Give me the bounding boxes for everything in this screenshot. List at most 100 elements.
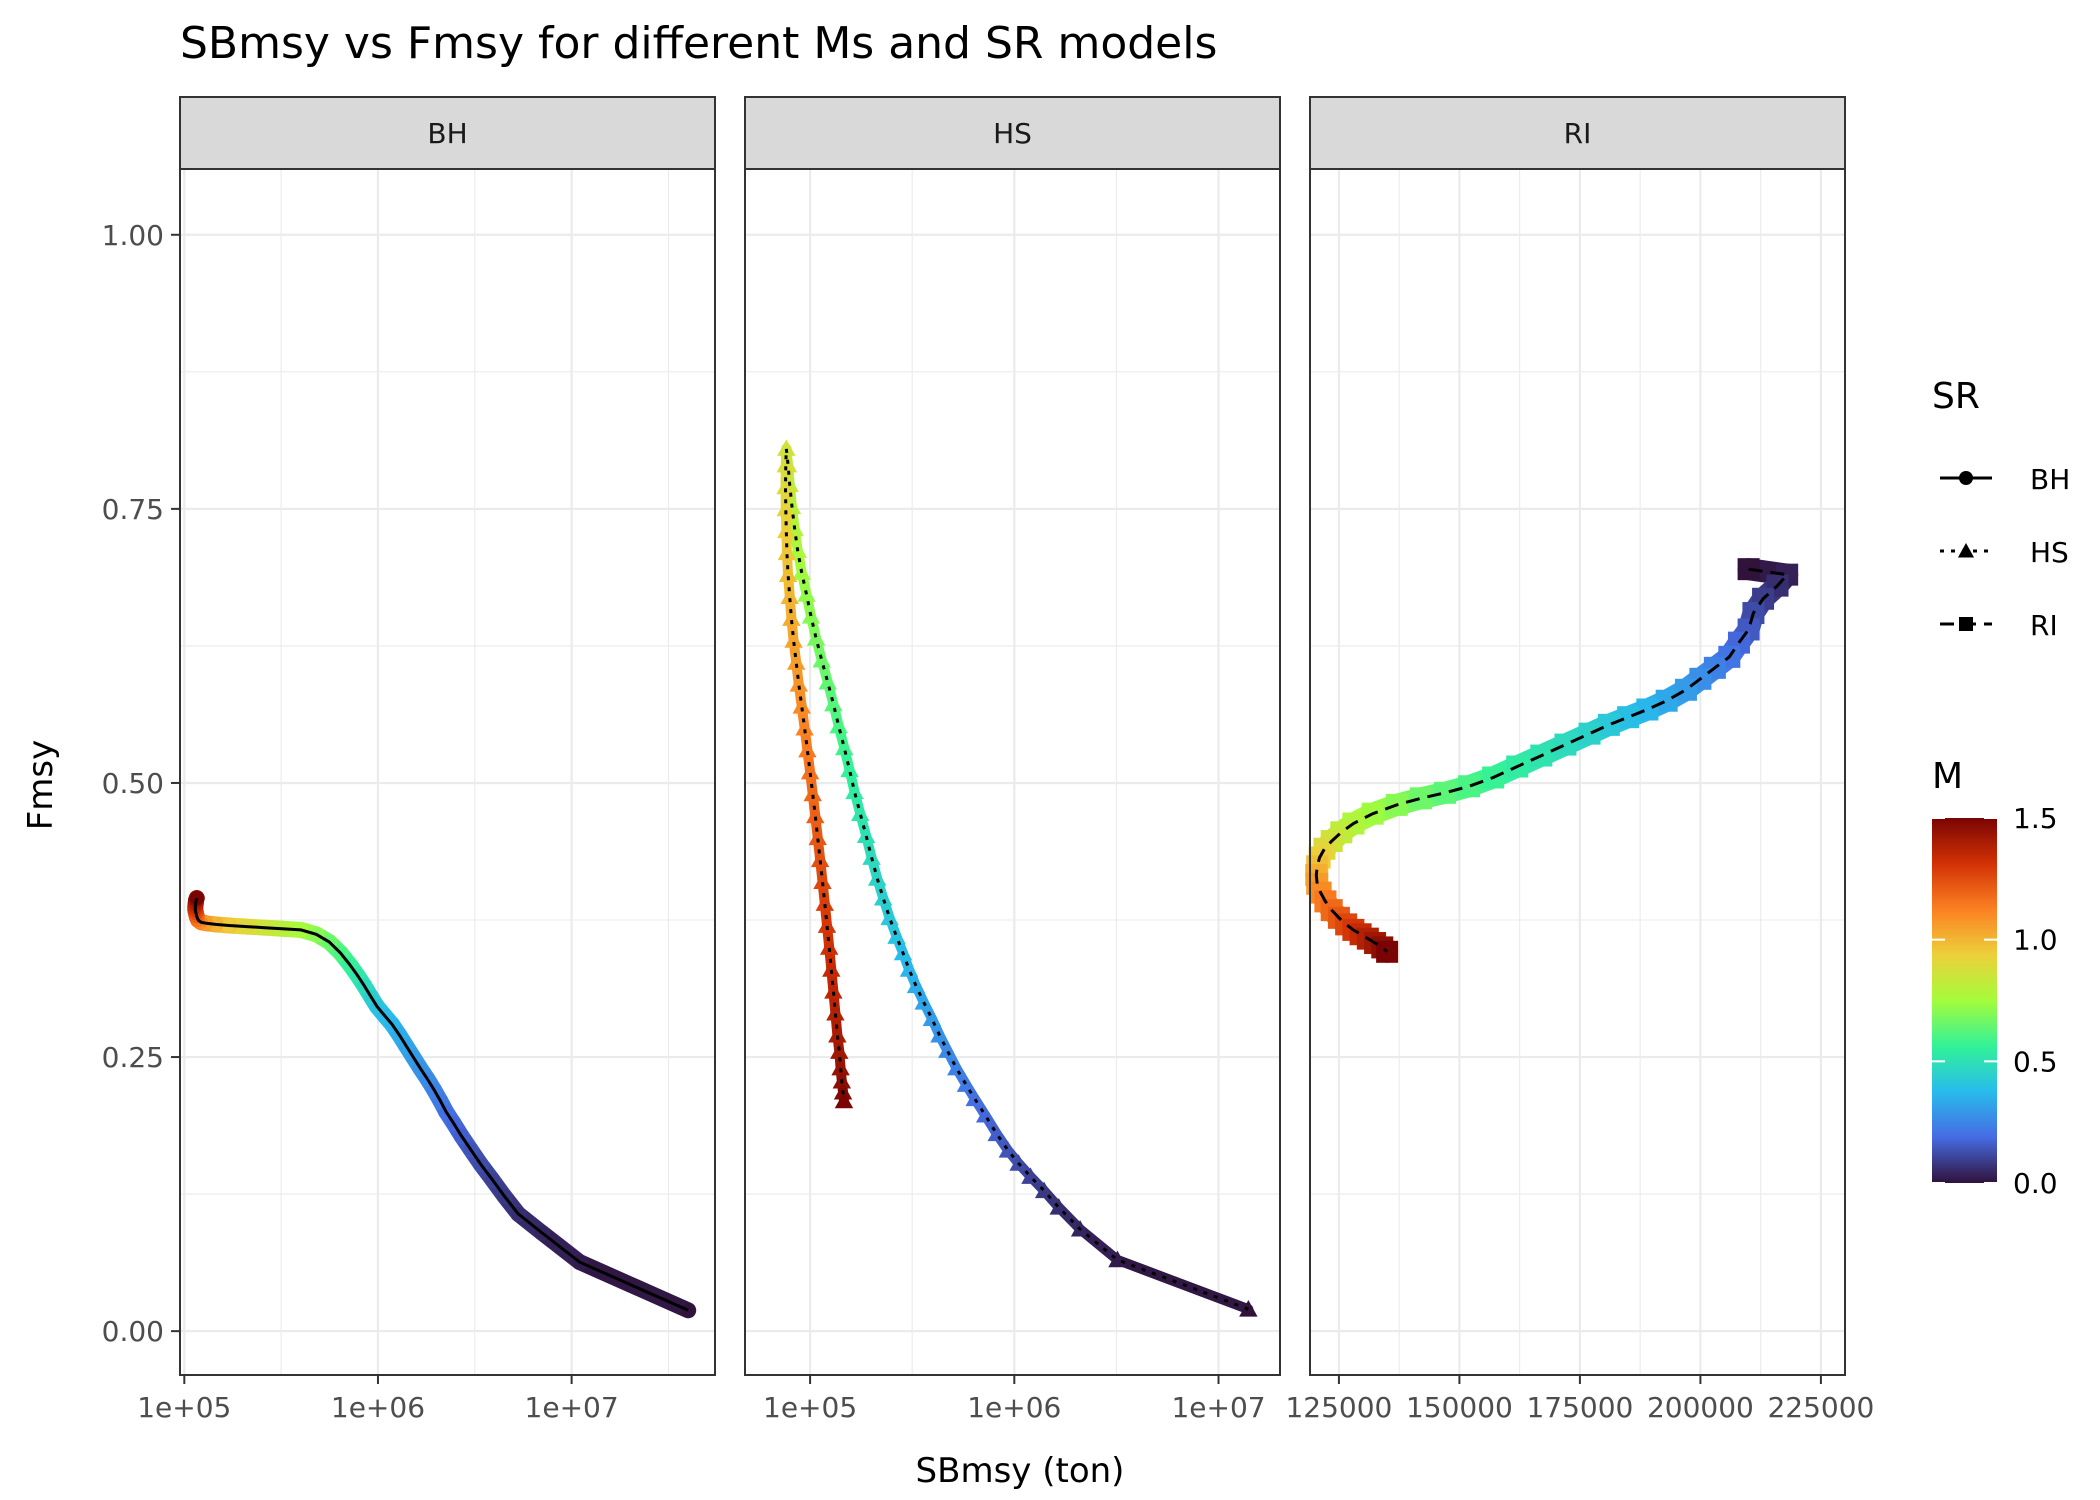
facet-strip-label: HS bbox=[993, 117, 1032, 150]
colorbar-label: 0.5 bbox=[2013, 1045, 2058, 1078]
data-point bbox=[873, 888, 893, 906]
data-point bbox=[1636, 698, 1659, 721]
series-line-hs bbox=[783, 448, 1249, 1311]
data-point bbox=[778, 565, 798, 583]
legend-label: HS bbox=[2030, 536, 2069, 569]
legend-sr: SR BH HS RI bbox=[1932, 376, 2070, 642]
data-point bbox=[880, 908, 899, 926]
data-point bbox=[845, 782, 864, 800]
data-point bbox=[776, 499, 795, 517]
x-tick-label: 175000 bbox=[1526, 1391, 1633, 1424]
data-point bbox=[803, 784, 822, 802]
data-point bbox=[826, 1004, 845, 1021]
facet-strip-label: RI bbox=[1564, 117, 1592, 150]
data-point bbox=[862, 848, 881, 865]
data-point bbox=[947, 1058, 966, 1076]
data-point bbox=[800, 762, 820, 780]
data-point bbox=[1578, 722, 1601, 745]
data-point bbox=[818, 672, 837, 690]
x-tick-label: 1e+05 bbox=[763, 1391, 857, 1424]
data-point bbox=[829, 716, 848, 734]
data-point bbox=[922, 1009, 942, 1027]
data-point bbox=[819, 938, 839, 955]
facet-strip-label: BH bbox=[427, 117, 467, 150]
y-tick-label: 0.00 bbox=[102, 1315, 164, 1348]
colorbar-label: 0.0 bbox=[2013, 1167, 2058, 1200]
legend-key-marker bbox=[1959, 471, 1973, 485]
facet-strip bbox=[744, 96, 1281, 170]
legend-sr-title: SR bbox=[1932, 376, 1980, 417]
data-point bbox=[887, 927, 906, 944]
x-tick-label: 1e+07 bbox=[1171, 1391, 1265, 1424]
data-point bbox=[824, 694, 843, 712]
facet-panels: BH 1e+05 1e+06 1e+07 HS 1e+05 1e+06 1e+07 RI 1250… bbox=[137, 96, 1874, 1424]
data-point bbox=[810, 850, 830, 868]
data-point bbox=[777, 543, 797, 561]
data-point bbox=[812, 650, 831, 668]
data-point bbox=[828, 1025, 847, 1043]
data-point bbox=[840, 760, 859, 778]
data-point bbox=[822, 960, 841, 977]
legend-key-hs bbox=[1940, 542, 1992, 558]
data-point bbox=[798, 740, 817, 758]
data-point bbox=[1554, 733, 1577, 756]
data-point bbox=[830, 1042, 849, 1059]
data-point bbox=[1049, 1198, 1068, 1215]
x-tick-label: 1e+06 bbox=[331, 1391, 425, 1424]
data-point bbox=[1458, 775, 1481, 798]
legend-m: M 0.0 0.5 1.0 1.5 bbox=[1932, 756, 2058, 1200]
data-point bbox=[780, 587, 799, 604]
x-tick-label: 1e+06 bbox=[967, 1391, 1061, 1424]
data-point bbox=[1737, 558, 1760, 581]
data-point bbox=[777, 439, 796, 456]
data-point bbox=[817, 916, 837, 933]
x-tick-label: 1e+07 bbox=[525, 1391, 619, 1424]
data-point bbox=[808, 828, 827, 846]
data-point bbox=[1034, 1181, 1054, 1199]
legend-key-ri bbox=[1940, 617, 1992, 631]
colorbar-label: 1.5 bbox=[2013, 802, 2058, 835]
legend-label: RI bbox=[2030, 609, 2058, 642]
y-axis: 0.00 0.25 0.50 0.75 1.00 bbox=[102, 219, 180, 1348]
facet-strip bbox=[1309, 96, 1846, 170]
data-point bbox=[1009, 1154, 1028, 1171]
data-point bbox=[1655, 689, 1678, 712]
panel-hs: HS 1e+05 1e+06 1e+07 bbox=[744, 96, 1281, 1424]
data-point bbox=[806, 806, 825, 824]
data-point bbox=[938, 1041, 957, 1058]
legend-m-title: M bbox=[1932, 756, 1963, 797]
data-point bbox=[856, 826, 876, 843]
data-point bbox=[189, 891, 204, 906]
data-point bbox=[851, 804, 870, 822]
x-axis-title: SBmsy (ton) bbox=[916, 1451, 1125, 1491]
data-point bbox=[987, 1124, 1006, 1142]
data-point bbox=[776, 455, 795, 473]
panel-background bbox=[745, 169, 1280, 1375]
facet-strip bbox=[179, 96, 716, 170]
data-point bbox=[1617, 706, 1640, 729]
legend-key-bh bbox=[1940, 471, 1992, 485]
data-point bbox=[831, 1058, 850, 1076]
data-point bbox=[824, 982, 843, 999]
data-point bbox=[1433, 781, 1456, 804]
x-tick-label: 200000 bbox=[1647, 1391, 1754, 1424]
series-line-bh bbox=[193, 897, 689, 1312]
data-point bbox=[867, 869, 887, 886]
colorbar-label: 1.0 bbox=[2013, 924, 2058, 957]
data-point bbox=[813, 872, 832, 889]
data-point bbox=[1376, 940, 1399, 963]
data-point bbox=[914, 993, 933, 1010]
data-point bbox=[792, 697, 811, 714]
data-point bbox=[1409, 787, 1432, 810]
panel-background bbox=[180, 169, 715, 1375]
panel-ri: RI 125000 150000 175000 200000 225000 bbox=[1285, 96, 1874, 1424]
data-point bbox=[815, 894, 834, 911]
data-point bbox=[834, 1091, 854, 1109]
data-point bbox=[787, 653, 806, 670]
y-axis-title: Fmsy bbox=[21, 740, 61, 831]
data-point bbox=[899, 960, 919, 977]
x-tick-label: 150000 bbox=[1406, 1391, 1513, 1424]
y-tick-label: 1.00 bbox=[102, 219, 164, 252]
y-tick-label: 0.75 bbox=[102, 493, 164, 526]
panel-bh: BH 1e+05 1e+06 1e+07 bbox=[137, 96, 716, 1424]
